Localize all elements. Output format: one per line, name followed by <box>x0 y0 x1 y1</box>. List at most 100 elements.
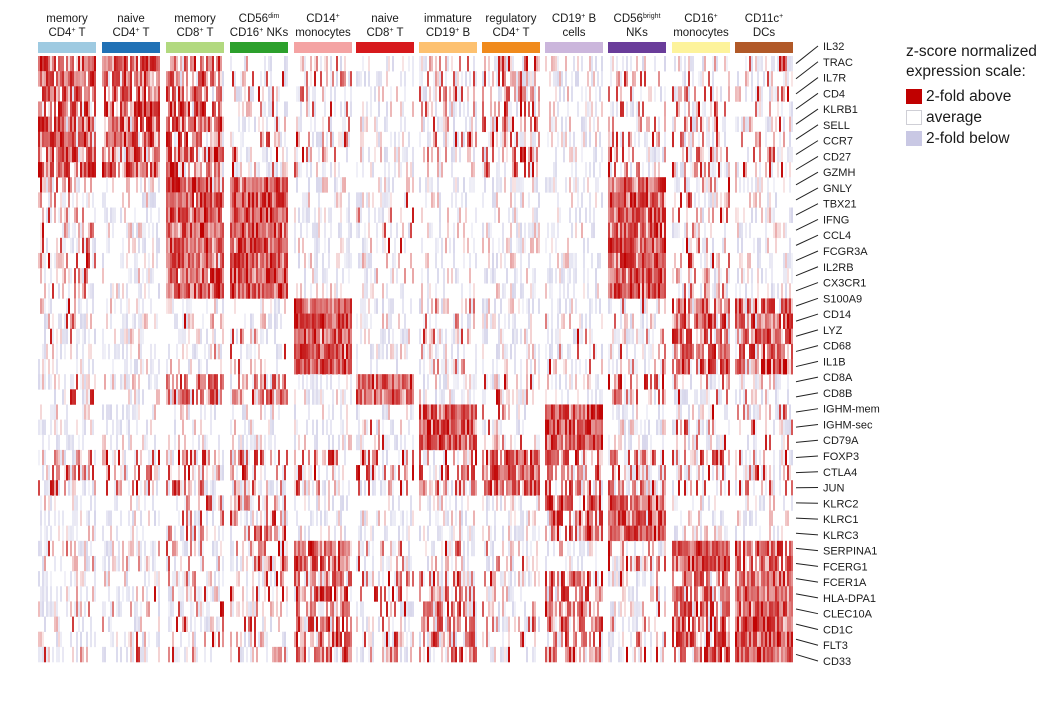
heatmap-stripe <box>172 237 174 254</box>
heatmap-stripe <box>455 328 457 345</box>
heatmap-stripe <box>314 116 316 133</box>
heatmap-stripe <box>196 207 198 223</box>
heatmap-stripe <box>739 328 741 345</box>
heatmap-stripe <box>192 86 194 102</box>
heatmap-stripe <box>688 268 690 284</box>
heatmap-stripe <box>589 131 591 148</box>
heatmap-stripe <box>280 192 282 208</box>
heatmap-stripe <box>398 374 400 390</box>
heatmap-stripe <box>437 343 439 360</box>
heatmap-stripe <box>130 268 132 284</box>
heatmap-stripe <box>595 177 597 193</box>
heatmap-stripe <box>650 374 652 390</box>
heatmap-stripe <box>58 101 60 117</box>
heatmap-stripe <box>212 268 214 284</box>
heatmap-stripe <box>58 313 60 329</box>
heatmap-stripe <box>512 177 514 193</box>
heatmap-stripe <box>378 207 380 223</box>
heatmap-stripe <box>328 237 330 254</box>
heatmap-stripe <box>632 328 634 345</box>
heatmap-stripe <box>342 71 344 87</box>
heatmap-stripe <box>765 222 767 239</box>
heatmap-stripe <box>312 328 314 345</box>
heatmap-stripe <box>518 389 520 405</box>
heatmap-stripe <box>632 146 634 163</box>
heatmap-stripe <box>52 404 54 420</box>
heatmap-stripe <box>182 237 184 254</box>
heatmap-stripe <box>316 359 318 375</box>
heatmap-stripe <box>498 283 500 299</box>
heatmap-stripe <box>684 162 686 178</box>
heatmap-stripe <box>142 222 144 239</box>
heatmap-stripe <box>254 192 256 208</box>
heatmap-stripe <box>642 328 644 345</box>
heatmap-stripe <box>334 313 336 329</box>
heatmap-stripe <box>658 71 660 87</box>
heatmap-stripe <box>338 313 340 329</box>
heatmap-stripe <box>132 146 134 163</box>
heatmap-stripe <box>200 374 202 390</box>
heatmap-stripe <box>632 101 634 117</box>
heatmap-stripe <box>244 207 246 223</box>
heatmap-stripe <box>268 237 270 254</box>
heatmap-stripe <box>74 146 76 163</box>
heatmap-cell-group <box>555 86 601 102</box>
heatmap-stripe <box>547 313 549 329</box>
heatmap-stripe <box>182 177 184 193</box>
heatmap-stripe <box>204 222 206 239</box>
heatmap-stripe <box>471 374 473 390</box>
heatmap-cell-group <box>419 131 477 148</box>
heatmap-stripe <box>672 343 674 360</box>
heatmap-stripe <box>176 177 178 193</box>
heatmap-stripe <box>551 268 553 284</box>
heatmap-stripe <box>745 298 747 314</box>
heatmap-stripe <box>82 131 84 148</box>
heatmap-stripe <box>632 313 634 329</box>
heatmap-stripe <box>518 298 520 314</box>
heatmap-stripe <box>630 56 632 72</box>
heatmap-stripe <box>60 146 62 163</box>
heatmap-stripe <box>40 404 42 420</box>
heatmap-stripe <box>40 374 42 390</box>
heatmap-cell-group <box>608 283 666 299</box>
heatmap-stripe <box>534 343 536 360</box>
heatmap-stripe <box>280 268 282 284</box>
heatmap-stripe <box>186 404 188 420</box>
heatmap-stripe <box>344 177 346 193</box>
heatmap-stripe <box>270 162 272 178</box>
heatmap-stripe <box>608 343 610 360</box>
heatmap-stripe <box>632 177 634 193</box>
heatmap-stripe <box>573 328 575 345</box>
heatmap-cell-group <box>294 207 350 223</box>
heatmap-stripe <box>206 389 208 405</box>
heatmap-stripe <box>571 71 573 87</box>
heatmap-stripe <box>198 162 200 178</box>
heatmap-stripe <box>296 298 298 314</box>
heatmap-stripe <box>565 71 567 87</box>
heatmap-stripe <box>168 162 170 178</box>
heatmap-stripe <box>136 252 138 269</box>
heatmap-cell-group <box>545 56 603 72</box>
heatmap-stripe <box>192 268 194 284</box>
heatmap-stripe <box>338 192 340 208</box>
heatmap-stripe <box>266 374 268 390</box>
heatmap-stripe <box>769 116 771 133</box>
heatmap-stripe <box>244 177 246 193</box>
heatmap-stripe <box>524 56 526 72</box>
heatmap-stripe <box>504 343 506 360</box>
heatmap-stripe <box>44 162 46 178</box>
heatmap-stripe <box>571 192 573 208</box>
heatmap-stripe <box>242 404 244 420</box>
heatmap-stripe <box>298 252 300 269</box>
heatmap-stripe <box>102 252 104 269</box>
heatmap-cell-group <box>166 86 224 102</box>
heatmap-stripe <box>573 146 575 163</box>
heatmap-stripe <box>714 328 716 345</box>
heatmap-stripe <box>702 313 704 329</box>
heatmap-stripe <box>686 116 688 133</box>
heatmap-stripe <box>745 162 747 178</box>
heatmap-stripe <box>688 56 690 72</box>
heatmap-cell-group <box>496 283 536 299</box>
heatmap-stripe <box>642 283 644 299</box>
heatmap-stripe <box>62 101 64 117</box>
